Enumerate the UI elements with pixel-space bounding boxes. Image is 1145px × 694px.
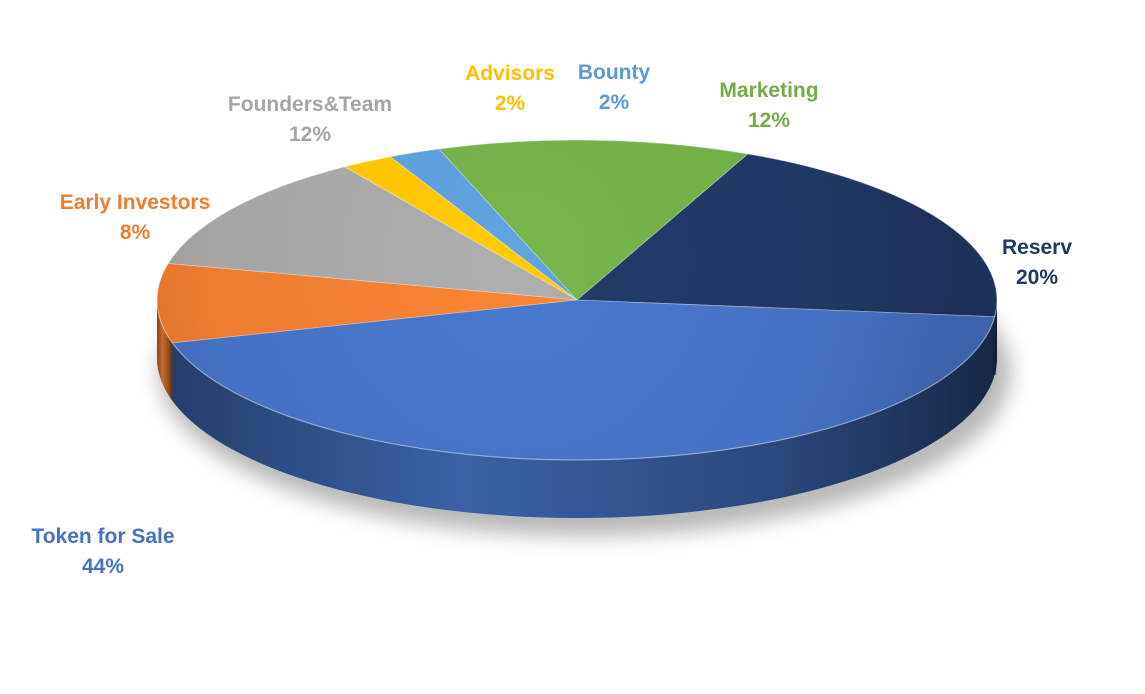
pie-side-early-investors [157,300,173,402]
slice-label-advisors: Advisors [465,62,555,85]
pie-slice-marketing [438,139,749,301]
slice-value-founders-team: 12% [289,123,331,146]
slice-label-bounty: Bounty [578,61,651,84]
slice-value-token-for-sale: 44% [82,555,124,578]
pie-rim [156,139,998,461]
slice-label-founders-team: Founders&Team [228,93,392,116]
pie-slice-token-for-sale [171,299,996,461]
pie-side-token-for-sale [172,316,995,519]
pie-slice-bounty [389,148,578,301]
slice-value-reserv: 20% [1016,266,1058,289]
slice-value-marketing: 12% [748,109,790,132]
slice-value-advisors: 2% [495,92,526,115]
slice-label-early-investors: Early Investors [60,191,211,214]
slice-value-early-investors: 8% [120,221,151,244]
pie-slice-founders-team [167,166,578,301]
slice-label-marketing: Marketing [719,79,818,102]
pie-slice-early-investors [156,263,578,344]
slice-label-reserv: Reserv [1002,236,1072,259]
slice-value-bounty: 2% [599,91,630,114]
pie-slice-advisors [343,156,578,301]
pie-slice-reserv [575,153,998,318]
slice-label-token-for-sale: Token for Sale [31,525,174,548]
